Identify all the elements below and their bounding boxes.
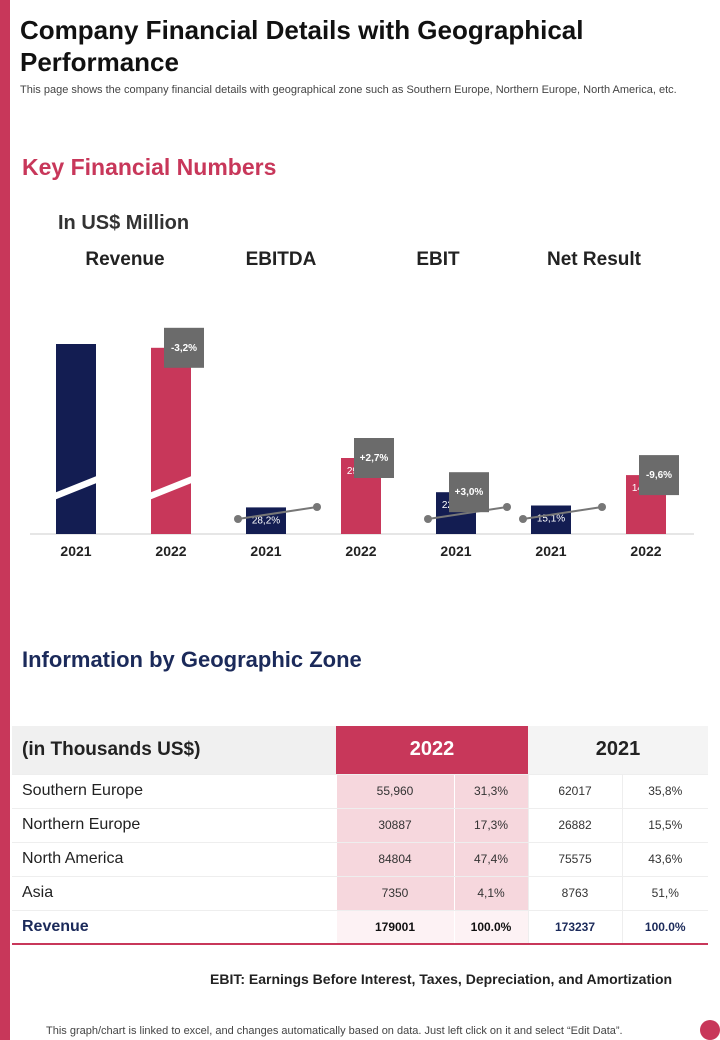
share-2021: 15,5% [621,808,708,843]
table-row: Northern Europe 30887 17,3% 26882 15,5% [12,808,708,843]
footer-note: This graph/chart is linked to excel, and… [46,1025,623,1037]
bar-net-result-2021 [531,505,571,534]
unit-label: In US$ Million [58,212,190,234]
change-badge-label: +2,7% [360,453,389,464]
change-badge [354,438,394,478]
value-2022: 55,960 [335,774,454,809]
table-row: Asia 7350 4,1% 8763 51,% [12,876,708,911]
axis-break-mark [56,476,96,500]
financial-section-heading: Key Financial Numbers [22,154,277,180]
total-label: Revenue [12,910,336,945]
x-tick-label: 2022 [630,543,661,559]
metric-label-ebitda: EBITDA [245,249,317,270]
margin-trend-dot [598,503,606,511]
geo-header-label: (in Thousands US$) [12,726,336,775]
total-share-2022: 100.0% [453,910,528,945]
x-tick-label: 2022 [155,543,186,559]
margin-trend-line [237,506,318,520]
value-2022: 7350 [335,876,454,911]
share-2021: 51,% [621,876,708,911]
x-tick-label: 2021 [535,543,566,559]
share-2022: 47,4% [453,842,528,877]
zone-name: Asia [12,876,336,911]
zone-name: North America [12,842,336,877]
zone-name: Southern Europe [12,774,336,809]
change-badge [164,327,204,368]
bar-revenue-2021 [56,344,96,534]
value-2022: 84804 [335,842,454,877]
total-value-2022: 179001 [335,910,454,945]
bar-data-label: 28,2% [252,515,280,526]
left-accent-bar [0,0,10,1040]
table-row: North America 84804 47,4% 75575 43,6% [12,842,708,877]
financial-bar-chart: 20212022202128,2%202229,9%202122,0%20211… [30,327,694,559]
value-2022: 30887 [335,808,454,843]
change-badge [449,472,489,513]
change-badge-label: -9,6% [646,470,672,481]
value-2021: 8763 [527,876,622,911]
value-2021: 62017 [527,774,622,809]
page-subtitle: This page shows the company financial de… [20,84,677,96]
bar-data-label: 15,1% [537,514,565,525]
x-tick-label: 2021 [440,543,471,559]
share-2022: 31,3% [453,774,528,809]
share-2021: 35,8% [621,774,708,809]
footer-accent-dot [700,1020,720,1040]
metric-label-revenue: Revenue [85,249,165,270]
zone-name: Northern Europe [12,808,336,843]
value-2021: 26882 [527,808,622,843]
table-row: Southern Europe 55,960 31,3% 62017 35,8% [12,774,708,809]
change-badge [639,455,679,496]
geo-table: (in Thousands US$) 2022 2021 Southern Eu… [12,726,708,945]
metric-label-net-result: Net Result [547,249,641,270]
total-value-2021: 173237 [527,910,622,945]
x-tick-label: 2021 [60,543,91,559]
geo-table-header: (in Thousands US$) 2022 2021 [12,726,708,775]
margin-trend-dot [519,515,527,523]
change-badge-label: -3,2% [171,343,197,354]
share-2021: 43,6% [621,842,708,877]
bar-revenue-2022 [151,347,191,534]
margin-trend-dot [313,503,321,511]
axis-break-mark [151,476,191,500]
total-share-2021: 100.0% [621,910,708,945]
margin-trend-line [522,506,603,520]
geo-section-heading: Information by Geographic Zone [22,647,362,672]
margin-trend-line [427,506,508,520]
share-2022: 4,1% [453,876,528,911]
margin-trend-dot [424,515,432,523]
margin-trend-dot [503,503,511,511]
ebit-definition-note: EBIT: Earnings Before Interest, Taxes, D… [210,971,673,987]
metric-label-ebit: EBIT [416,249,460,270]
geo-header-year-2022: 2022 [336,726,528,775]
page-title: Company Financial Details with Geographi… [20,15,584,77]
margin-trend-dot [234,515,242,523]
x-tick-label: 2022 [345,543,376,559]
change-badge-label: +3,0% [455,487,484,498]
x-tick-label: 2021 [250,543,281,559]
value-2021: 75575 [527,842,622,877]
share-2022: 17,3% [453,808,528,843]
table-row-total: Revenue 179001 100.0% 173237 100.0% [12,910,708,945]
geo-header-year-2021: 2021 [528,726,708,775]
